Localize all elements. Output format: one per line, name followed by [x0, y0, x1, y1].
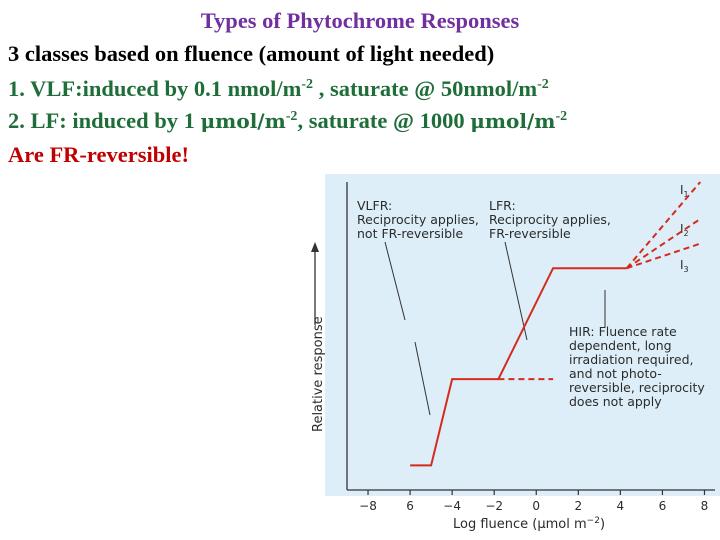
- series-i1-line: [625, 181, 702, 269]
- figure-panel: [325, 174, 720, 496]
- slide-title: Types of Phytochrome Responses: [200, 8, 520, 33]
- y-axis-label: Relative response: [311, 316, 326, 432]
- hir-line-5: reversible, reciprocity: [569, 380, 705, 395]
- y-axis-arrow: [311, 242, 319, 325]
- hir-line-4: and not photo-: [569, 366, 662, 381]
- lfr-leader: [504, 241, 528, 341]
- lf-saturate-text: , saturate @ 1000: [297, 108, 471, 133]
- vlfr-title: VLFR:: [357, 198, 392, 213]
- vlfr-reciprocity: Reciprocity applies,: [357, 212, 479, 227]
- series-i2-line: [626, 218, 701, 270]
- lf-unit: μmol/m: [200, 109, 286, 133]
- x-tick-label: 2: [574, 499, 582, 513]
- lfr-reversibility: FR-reversible: [489, 226, 571, 241]
- series-labels: I1 I2 I3: [680, 183, 689, 274]
- vlf-saturate-text: , saturate @ 50nmol/m: [313, 76, 538, 101]
- lfr-annotation: LFR: Reciprocity applies, FR-reversible: [489, 198, 611, 241]
- lf-saturate-exponent: -2: [555, 109, 568, 124]
- series-label-i2: I2: [680, 222, 689, 238]
- fluence-response-figure: Relative response −8 6 −4 −2 0 2 4 6 8 Log fluen…: [311, 174, 720, 532]
- x-tick-label: 4: [617, 499, 625, 513]
- x-tick-label: 0: [532, 499, 540, 513]
- vlfr-leader-lower: [414, 341, 431, 416]
- x-tick-label: −4: [443, 499, 461, 513]
- vlf-exponent: -2: [301, 77, 314, 92]
- vlfr-annotation: VLFR: Reciprocity applies, not FR-revers…: [357, 198, 479, 241]
- vlfr-reversibility: not FR-reversible: [357, 226, 463, 241]
- x-tick-label: 6: [659, 499, 667, 513]
- lf-exponent: -2: [285, 109, 298, 124]
- main-response-line: [410, 267, 627, 467]
- lf-line: 2. LF: induced by 1 μmol/m-2, saturate @…: [8, 108, 567, 134]
- reversible-line: Are FR-reversible!: [8, 142, 189, 167]
- series-label-i1: I1: [680, 183, 689, 199]
- hir-line-2: dependent, long: [569, 338, 672, 353]
- hir-annotation: HIR: Fluence rate dependent, long irradi…: [569, 324, 705, 409]
- series-label-i3: I3: [680, 258, 689, 274]
- hir-line-6: does not apply: [569, 394, 662, 409]
- x-tick-label: 8: [701, 499, 709, 513]
- series-i3-line: [626, 242, 701, 270]
- x-tick-label: −8: [359, 499, 377, 513]
- vlf-line: 1. VLF:induced by 0.1 nmol/m-2 , saturat…: [8, 76, 549, 102]
- hir-line-3: irradiation required,: [569, 352, 694, 367]
- lfr-title: LFR:: [489, 198, 516, 213]
- x-tick-label: −2: [485, 499, 503, 513]
- lfr-reciprocity: Reciprocity applies,: [489, 212, 611, 227]
- intro-line: 3 classes based on fluence (amount of li…: [8, 41, 495, 66]
- lf-text: 2. LF: induced by 1: [8, 108, 201, 133]
- x-axis-label: Log fluence (μmol m−2): [453, 516, 605, 532]
- vlf-text: 1. VLF:induced by 0.1 nmol/m: [8, 76, 302, 101]
- hir-line-1: HIR: Fluence rate: [569, 324, 677, 339]
- x-tick-label: 6: [406, 499, 414, 513]
- vlf-saturate-exponent: -2: [537, 77, 549, 92]
- lf-saturate-unit: μmol/m: [470, 109, 556, 133]
- vlfr-leader-upper: [384, 241, 406, 321]
